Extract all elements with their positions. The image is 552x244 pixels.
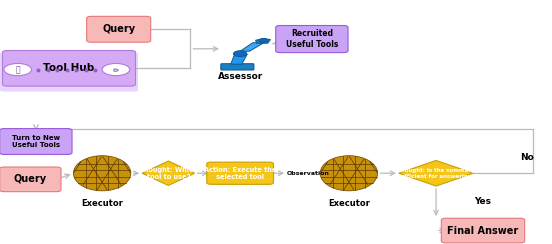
Circle shape — [233, 51, 247, 57]
FancyBboxPatch shape — [442, 218, 525, 243]
Text: Thought: Is the summary
sufficient for answering?: Thought: Is the summary sufficient for a… — [397, 168, 475, 179]
Text: Observation: Observation — [286, 171, 330, 176]
Polygon shape — [231, 54, 247, 64]
FancyBboxPatch shape — [0, 129, 72, 154]
Text: Action: Execute the
selected tool: Action: Execute the selected tool — [204, 167, 277, 180]
FancyBboxPatch shape — [2, 51, 136, 86]
FancyBboxPatch shape — [206, 162, 274, 184]
Text: ✏: ✏ — [113, 65, 119, 74]
Text: No: No — [521, 153, 534, 162]
Text: Yes: Yes — [475, 197, 491, 206]
Text: Executor: Executor — [81, 199, 123, 208]
Text: Executor: Executor — [328, 199, 370, 208]
Circle shape — [4, 63, 31, 76]
Text: Thought: Which
tool to use?: Thought: Which tool to use? — [139, 167, 198, 180]
Polygon shape — [240, 43, 264, 51]
Circle shape — [102, 63, 130, 76]
FancyBboxPatch shape — [0, 167, 61, 192]
FancyBboxPatch shape — [276, 26, 348, 52]
Text: Turn to New
Useful Tools: Turn to New Useful Tools — [12, 135, 60, 148]
Ellipse shape — [320, 156, 378, 191]
Ellipse shape — [73, 156, 131, 191]
Text: Assessor: Assessor — [217, 72, 263, 81]
Text: Final Answer: Final Answer — [447, 226, 519, 235]
FancyBboxPatch shape — [87, 16, 151, 42]
FancyBboxPatch shape — [221, 64, 254, 70]
FancyBboxPatch shape — [0, 52, 138, 92]
Text: Query: Query — [102, 24, 135, 34]
Text: 가: 가 — [15, 65, 20, 74]
Polygon shape — [256, 39, 270, 43]
Polygon shape — [142, 161, 194, 185]
Text: Tool Hub: Tool Hub — [44, 63, 94, 73]
Text: Recruited
Useful Tools: Recruited Useful Tools — [286, 29, 338, 49]
Polygon shape — [399, 161, 474, 186]
Circle shape — [259, 39, 268, 42]
Text: Query: Query — [14, 174, 47, 184]
